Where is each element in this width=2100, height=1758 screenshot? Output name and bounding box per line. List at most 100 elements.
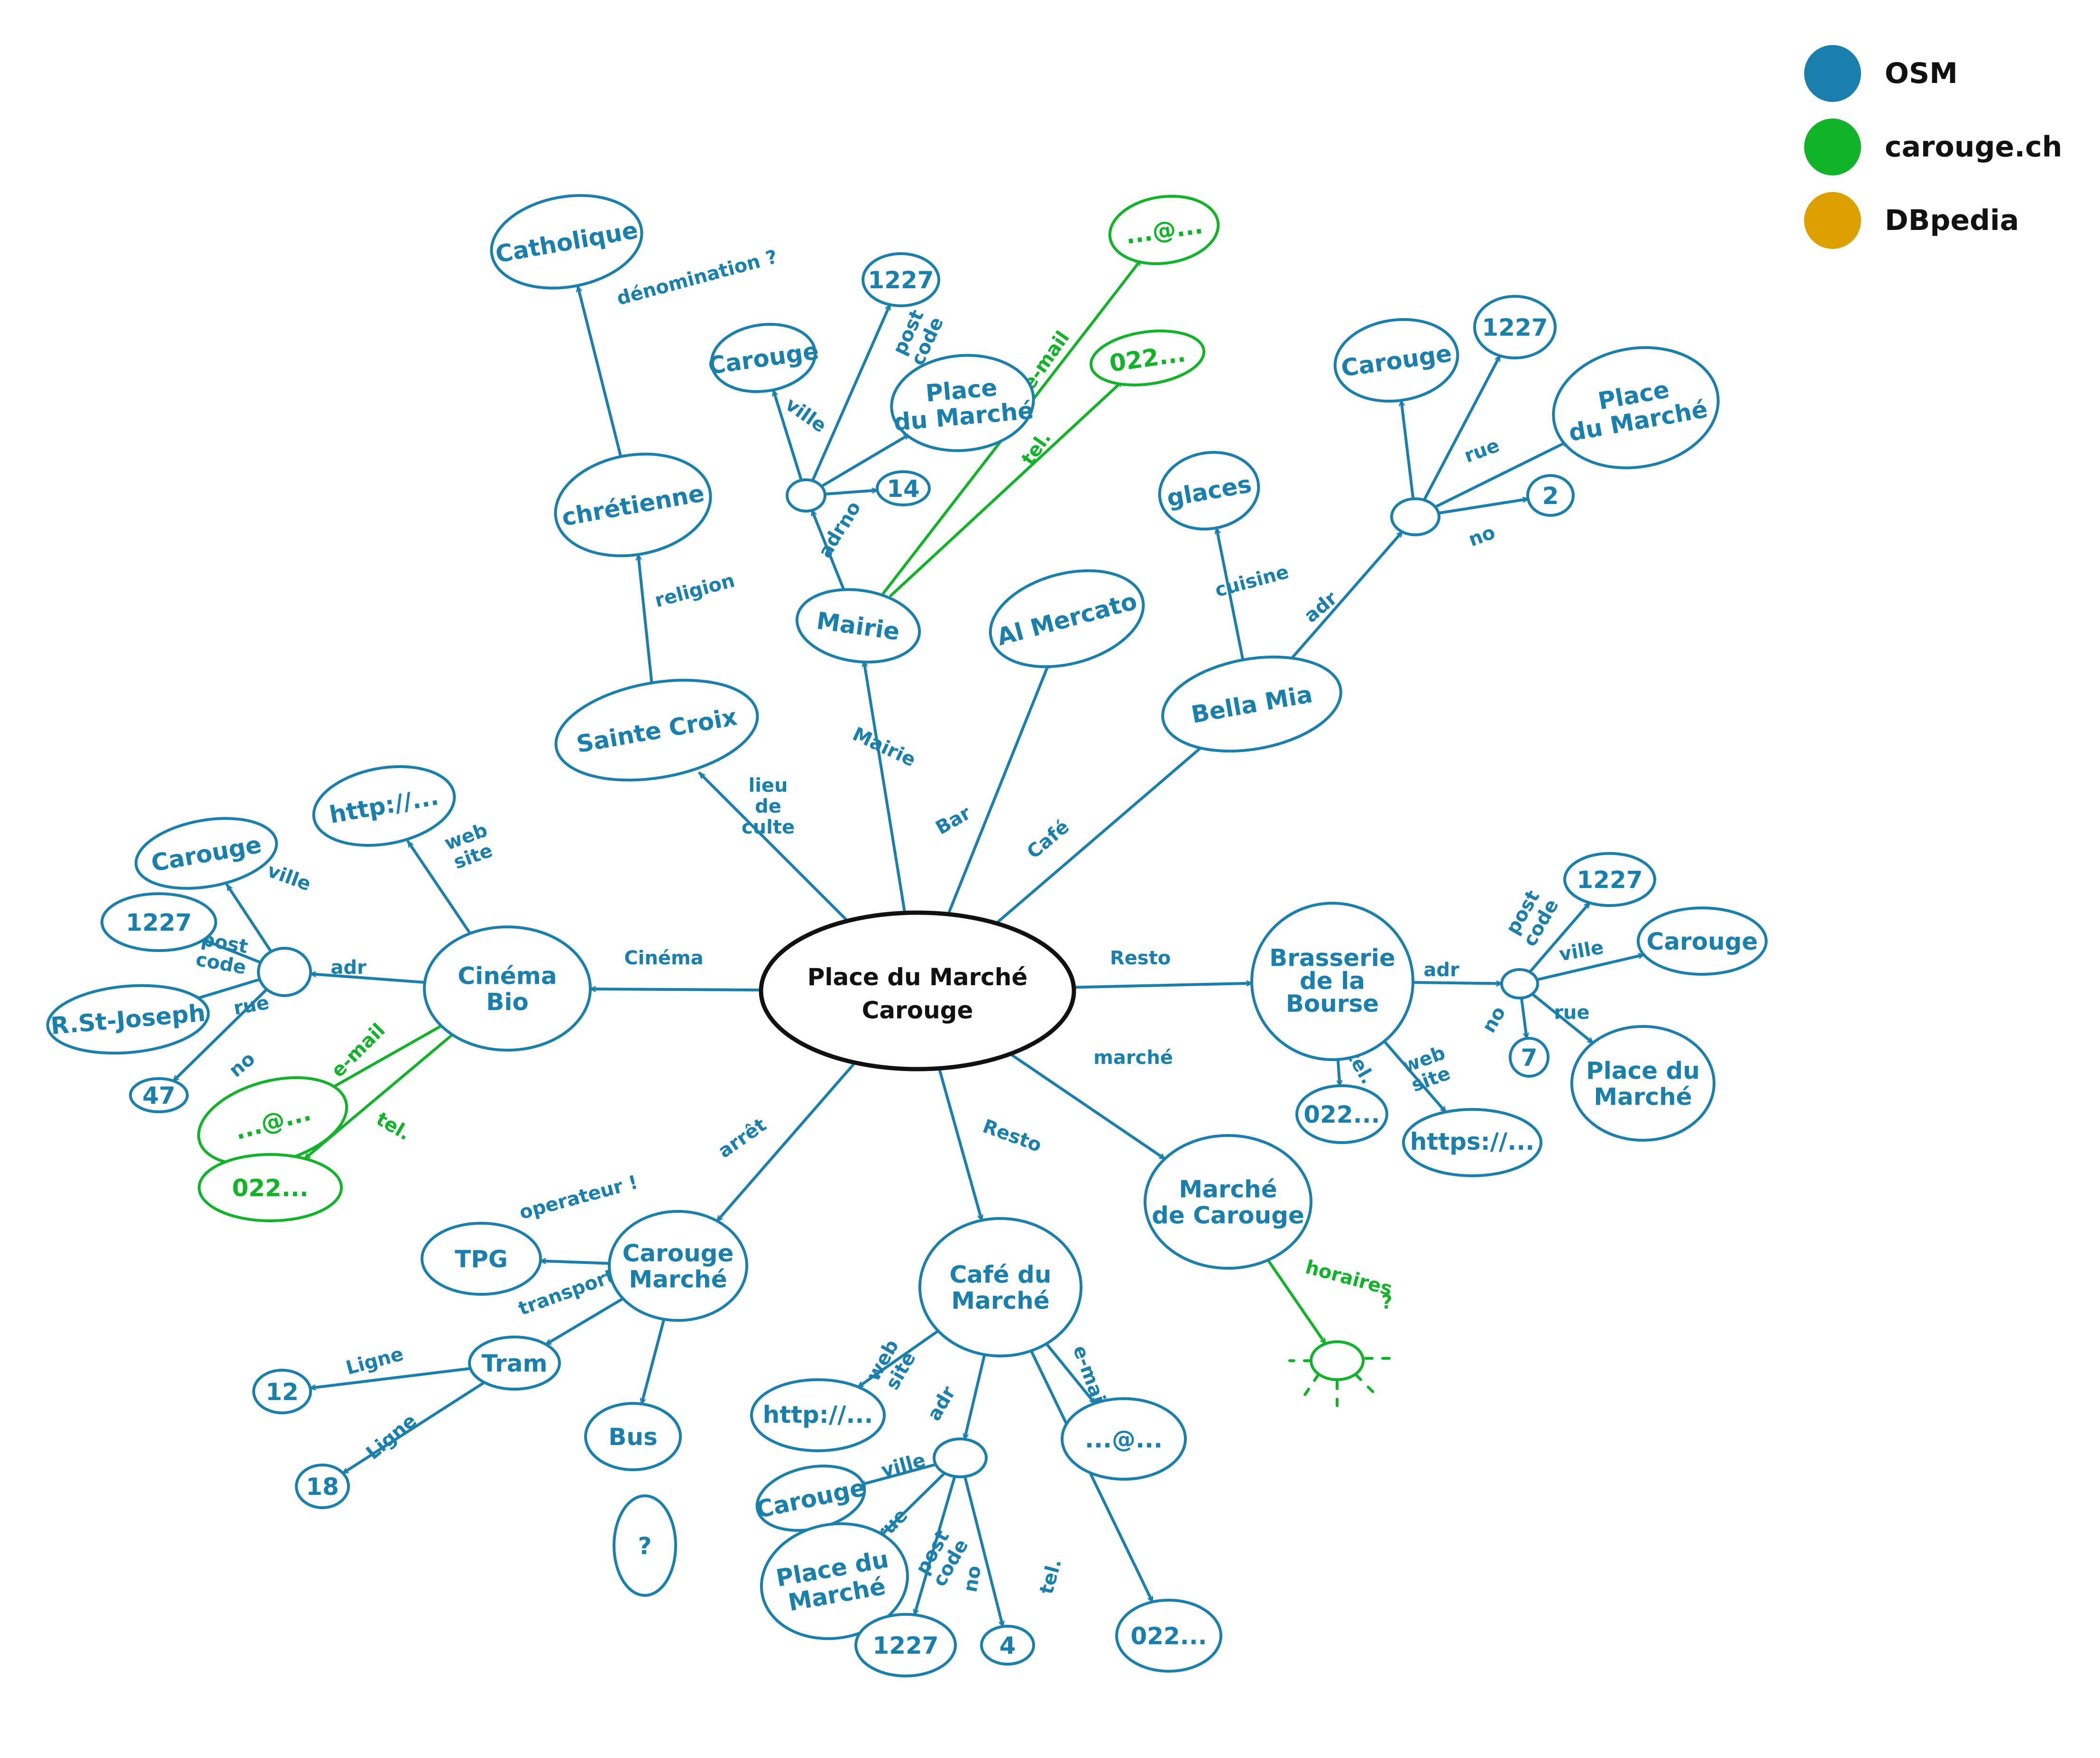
edge-center-to-brasserie [1072,983,1254,989]
node-brasserie_web: https://... [1402,1108,1542,1177]
legend-label-1: carouge.ch [1885,130,2062,164]
edge-label-rue: rue [232,992,271,1019]
sun-ray [1302,1373,1320,1398]
edge-label-rue: rue [1461,434,1503,467]
node-label-mairie_rue: Placedu Marché [890,371,1035,436]
node-shape-cafe_postcode [854,1613,957,1677]
edge-brasserie-to-brasserie_web [1383,1040,1447,1114]
edge-center-to-arret [715,1061,857,1223]
edge-mairie-to-mairie_tel [889,380,1124,597]
edge-mairie_adr-to-mairie_no [823,490,879,496]
node-label-mairie_no: 14 [887,475,920,503]
node-shape-marche_carouge [1144,1134,1312,1270]
edge-cafe_adr-to-cafe_postcode [915,1475,956,1617]
node-brasserie_postcode: 1227 [1563,852,1656,907]
node-shape-cafe_tel [1115,1599,1222,1673]
edge-bella_mia-to-glaces [1217,527,1245,661]
edge-label-horaires: horaires [1303,1256,1394,1300]
node-shape-chretienne [554,452,712,558]
node-shape-al_mercato [989,569,1145,668]
node-label-bus: Bus [608,1423,657,1451]
node-cinema_web: http://... [312,765,456,847]
node-shape-brasserie_adr [1500,968,1539,999]
node-label-brasserie_tel: 022... [1303,1101,1380,1128]
legend-dot-0 [1804,45,1861,102]
edge-label-ville: ville [879,1449,928,1482]
node-shape-cafe_no [980,1625,1035,1666]
node-shape-tram [468,1336,561,1391]
edge-label-bar: Bar [932,802,975,840]
node-label-cinema_no: 47 [142,1082,175,1109]
edge-chretienne-to-catholique [578,284,622,458]
node-label-brasserie_rue: Place du Marché [1586,1057,1700,1111]
node-brasserie_no: 7 [1509,1037,1550,1078]
edge-label-web_site: website [441,819,497,874]
sun-icon: ? [1288,1291,1393,1410]
node-shape-brasserie_ville [1637,906,1768,976]
edge-label-no: no [225,1048,259,1081]
edge-arret-to-tpg [539,1261,611,1265]
edge-cinema-to-cinema_email [323,1024,443,1094]
node-chretienne: chrétienne [554,452,712,558]
edge-brasserie_adr-to-brasserie_no [1520,996,1527,1040]
edge-label-post_code: postcode [1501,885,1563,951]
node-shape-cinema_no [129,1077,189,1113]
edge-label-denomination: dénomination ? [614,246,780,310]
node-label-center: Place du Marché Carouge [807,963,1028,1024]
node-label-cinema_tel: 022... [232,1174,308,1202]
edge-label-lieu_de_culte: lieu de culte [742,775,795,838]
edge-bella_mia-to-bella_adr [1286,530,1404,664]
node-label-brasserie_no: 7 [1521,1044,1538,1071]
node-shape-tpg [421,1222,542,1296]
node-shape-mairie_tel [1089,330,1206,386]
node-mairie: Mairie [795,588,921,664]
edge-label-tel: tel. [1036,1557,1066,1597]
node-label-tram: Tram [481,1350,547,1377]
edge-label-adr: adr [1300,587,1342,627]
edge-cinema-to-cinema_web [406,840,472,935]
node-shape-bus [584,1402,682,1471]
edge-label-rue: rue [1554,1002,1589,1024]
edge-sainte_croix-to-chretienne [638,553,653,685]
node-shape-brasserie_web [1402,1108,1542,1177]
node-mairie_ville: Carouge [706,323,820,393]
edge-cinema-to-cinema_adr [309,974,426,984]
edge-center-to-marche_carouge [1009,1052,1166,1161]
edge-label-ligne: Ligne [344,1343,406,1379]
node-shape-brasserie_tel [1295,1084,1388,1144]
edge-label-web_site: website [1399,1042,1455,1097]
edge-label-no: no [1478,1003,1510,1036]
node-al_mercato: Al Mercato [989,569,1145,668]
edge-brasserie_adr-to-brasserie_rue [1531,992,1595,1044]
node-shape-cinema_adr [257,947,312,997]
edge-tram-to-ligne12 [309,1367,472,1388]
edge-marche_carouge-to-horaires_sun [1266,1258,1327,1346]
edge-center-to-mairie [864,659,907,915]
node-catholique: Catholique [490,194,643,290]
edge-cafe_adr-to-cafe_no [963,1475,1003,1628]
edge-mairie_adr-to-mairie_rue [820,433,911,488]
node-shape-cafe_web [750,1378,886,1452]
node-tram: Tram [468,1336,561,1391]
node-label-cafe_marche: Café du Marché [950,1261,1052,1315]
node-bella_rue: Placedu Marché [1552,346,1720,469]
node-shape-sainte_croix [554,678,759,782]
node-label-tpg: TPG [455,1245,508,1273]
node-shape-mairie_adr [786,478,826,513]
node-brasserie_tel: 022... [1295,1084,1388,1144]
edge-bella_adr-to-bella_no [1437,499,1530,515]
edge-mairie-to-mairie_adr [810,509,846,593]
horaires-question-mark: ? [1381,1291,1392,1313]
edge-label-arret: arrêt [714,1114,770,1163]
node-cafe_no: 4 [980,1625,1035,1666]
node-label-cafe_web: http://... [763,1401,873,1428]
node-shape-cafe_marche [918,1217,1082,1357]
edge-center-to-cinema [588,989,763,990]
edges-layer [172,258,1645,1628]
node-cafe_marche: Café du Marché [918,1217,1082,1357]
node-shape-cafe_email [1061,1397,1187,1481]
node-mairie_email: ...@... [1108,194,1220,266]
edge-tram-to-ligne18 [341,1381,486,1475]
node-label-ligne18: 18 [306,1473,339,1501]
node-glaces: glaces [1158,451,1260,531]
